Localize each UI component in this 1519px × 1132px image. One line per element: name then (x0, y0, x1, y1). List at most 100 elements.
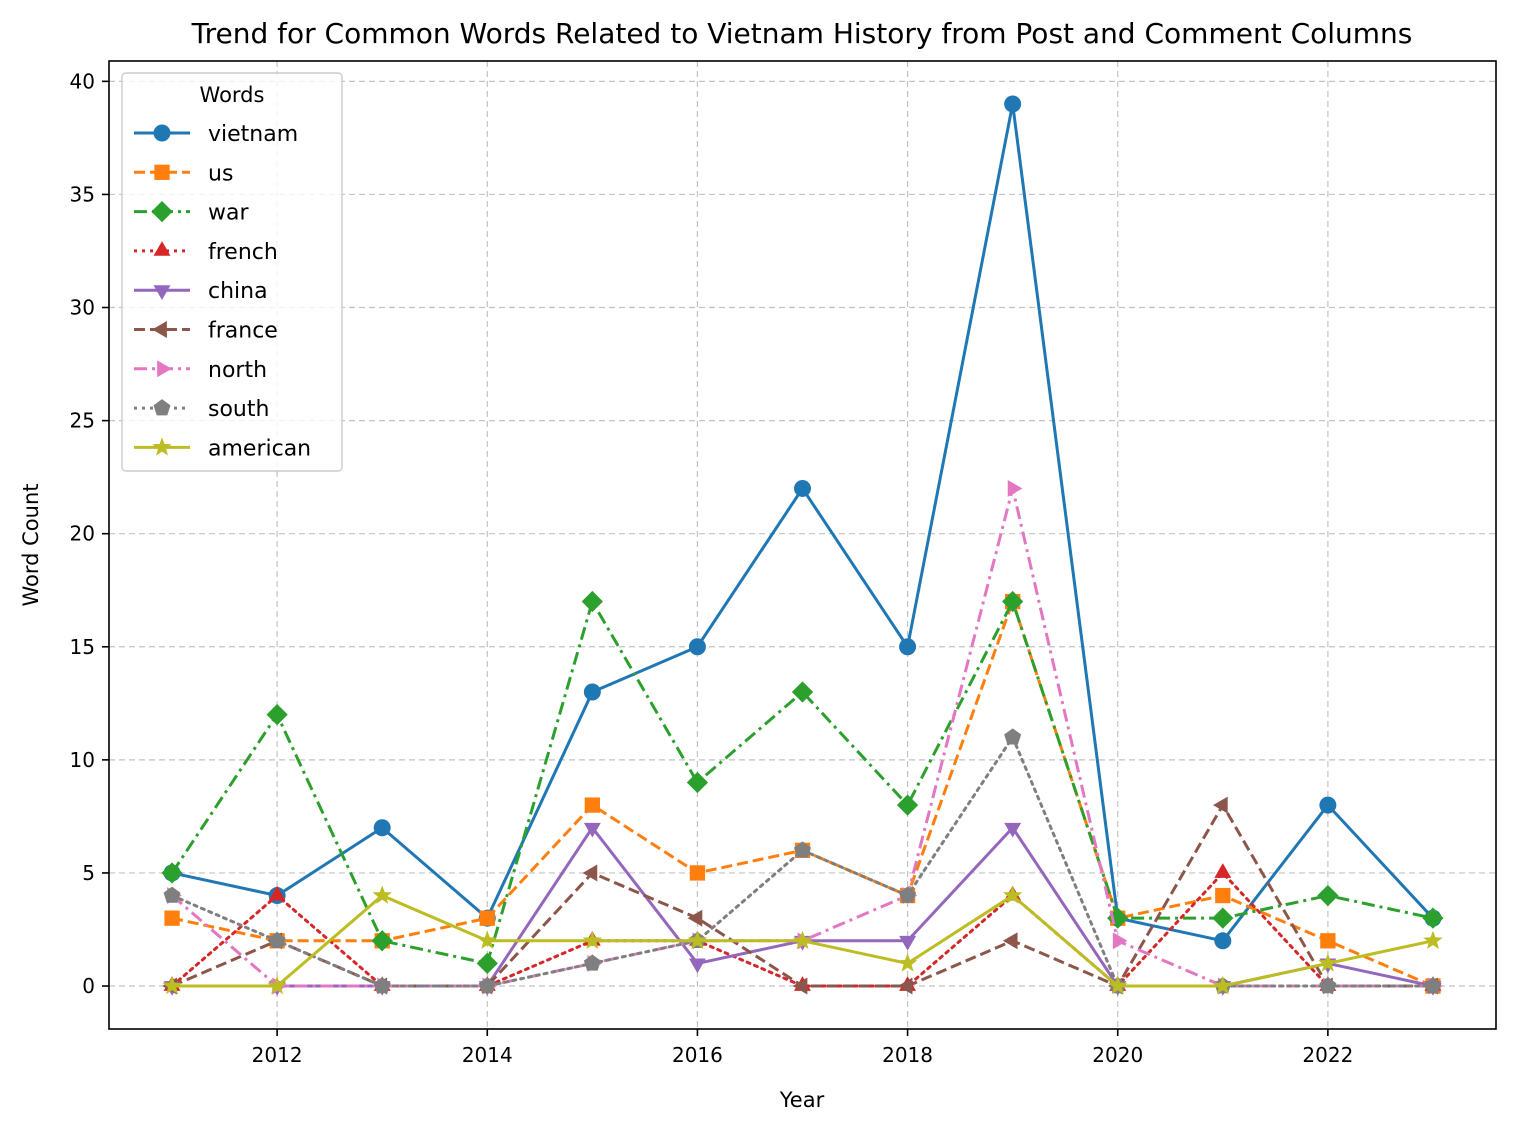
data-point-south (163, 886, 181, 903)
x-tick-label: 2020 (1092, 1043, 1143, 1067)
data-point-american (162, 975, 182, 995)
data-point-war (371, 930, 393, 952)
data-point-war (581, 590, 603, 613)
y-axis-title: Word Count (19, 483, 43, 606)
data-point-war (1317, 884, 1339, 907)
x-tick-label: 2022 (1302, 1043, 1353, 1067)
data-point-south (1424, 977, 1442, 994)
legend-item-us: us (134, 161, 233, 186)
data-point-american (1318, 953, 1338, 972)
series-american (162, 885, 1443, 995)
data-point-us (164, 910, 180, 926)
series-vietnam (163, 95, 1442, 950)
legend-marker-us (154, 164, 170, 180)
legend-title: Words (200, 83, 265, 107)
data-point-vietnam (1319, 796, 1337, 814)
data-point-war (476, 952, 498, 975)
legend-label-north: north (208, 358, 267, 383)
legend-label-south: south (208, 397, 269, 422)
legend-marker-french (153, 241, 171, 256)
y-tick-label: 0 (82, 974, 95, 998)
x-tick-label: 2016 (672, 1043, 723, 1067)
legend-item-south: south (134, 397, 269, 422)
y-tick-label: 15 (70, 635, 95, 659)
data-point-south (583, 954, 601, 971)
y-tick-label: 40 (70, 69, 95, 93)
y-tick-label: 5 (82, 861, 95, 885)
data-point-war (896, 794, 919, 816)
series-war (161, 590, 1444, 975)
legend-marker-france (152, 321, 167, 338)
series-line-french (170, 871, 1435, 988)
data-point-south (1319, 977, 1337, 994)
data-point-war (686, 771, 709, 794)
legend-marker-vietnam (153, 124, 171, 142)
data-point-french (268, 885, 286, 901)
legend-item-china: china (134, 279, 268, 304)
series-line-us (171, 600, 1434, 988)
series-layer (161, 95, 1444, 996)
data-point-war (1212, 907, 1234, 929)
x-tick-label: 2018 (882, 1043, 933, 1067)
legend-item-france: france (134, 319, 278, 344)
data-point-vietnam (373, 819, 391, 837)
legend-marker-china (153, 285, 171, 300)
data-point-vietnam (1004, 95, 1022, 113)
legend-label-us: us (208, 161, 233, 186)
data-point-french (1214, 863, 1232, 878)
y-tick-label: 20 (70, 522, 95, 546)
data-point-vietnam (794, 479, 811, 497)
series-france (162, 796, 1438, 995)
data-point-us (1320, 933, 1336, 949)
data-point-war (1422, 907, 1444, 929)
x-axis-title: Year (779, 1088, 825, 1112)
x-tick-label: 2014 (462, 1043, 513, 1067)
y-tick-label: 10 (70, 748, 95, 772)
series-south (163, 728, 1442, 994)
legend-item-north: north (134, 358, 267, 383)
data-point-american (792, 930, 813, 950)
data-point-south (478, 977, 496, 994)
legend-item-american: american (134, 436, 311, 461)
data-point-us (689, 865, 706, 881)
legend-label-american: american (208, 436, 311, 461)
chart-title: Trend for Common Words Related to Vietna… (191, 17, 1413, 50)
data-point-south (899, 886, 917, 903)
data-point-north (1112, 932, 1128, 950)
data-point-france (582, 864, 598, 882)
data-point-vietnam (1214, 932, 1232, 950)
legend-label-china: china (208, 279, 268, 304)
data-point-france (792, 977, 808, 995)
ticks-layer: 2012 2014 2016 2018 2020 2022 0 5 10 15 20 25 30 35 40 (70, 69, 1354, 1067)
data-point-war (266, 704, 288, 726)
legend: Words vietnam us war french china france north… (121, 72, 343, 472)
data-point-south (268, 931, 286, 949)
data-point-france (1213, 796, 1228, 814)
data-point-vietnam (899, 638, 917, 656)
legend-items: vietnam us war french china france north south a… (134, 122, 311, 461)
y-tick-label: 30 (70, 296, 95, 320)
data-point-south (794, 841, 811, 858)
data-point-france (897, 977, 913, 995)
y-tick-label: 35 (70, 182, 95, 206)
plot-area-frame (108, 60, 1497, 1030)
data-point-vietnam (688, 638, 706, 656)
data-point-american (1423, 930, 1443, 950)
data-point-china (1004, 822, 1022, 838)
data-point-american (1002, 885, 1023, 904)
data-point-american (372, 885, 392, 904)
legend-item-vietnam: vietnam (134, 122, 298, 147)
data-point-south (1004, 728, 1022, 745)
data-point-american (267, 975, 287, 995)
y-tick-label: 25 (70, 409, 95, 433)
series-line-vietnam (171, 102, 1435, 943)
data-point-china (899, 935, 917, 951)
data-point-us (479, 910, 495, 926)
data-point-south (373, 977, 391, 994)
data-point-american (897, 953, 918, 972)
legend-item-war: war (134, 201, 249, 226)
data-point-war (791, 681, 814, 703)
data-point-north (1007, 479, 1023, 497)
